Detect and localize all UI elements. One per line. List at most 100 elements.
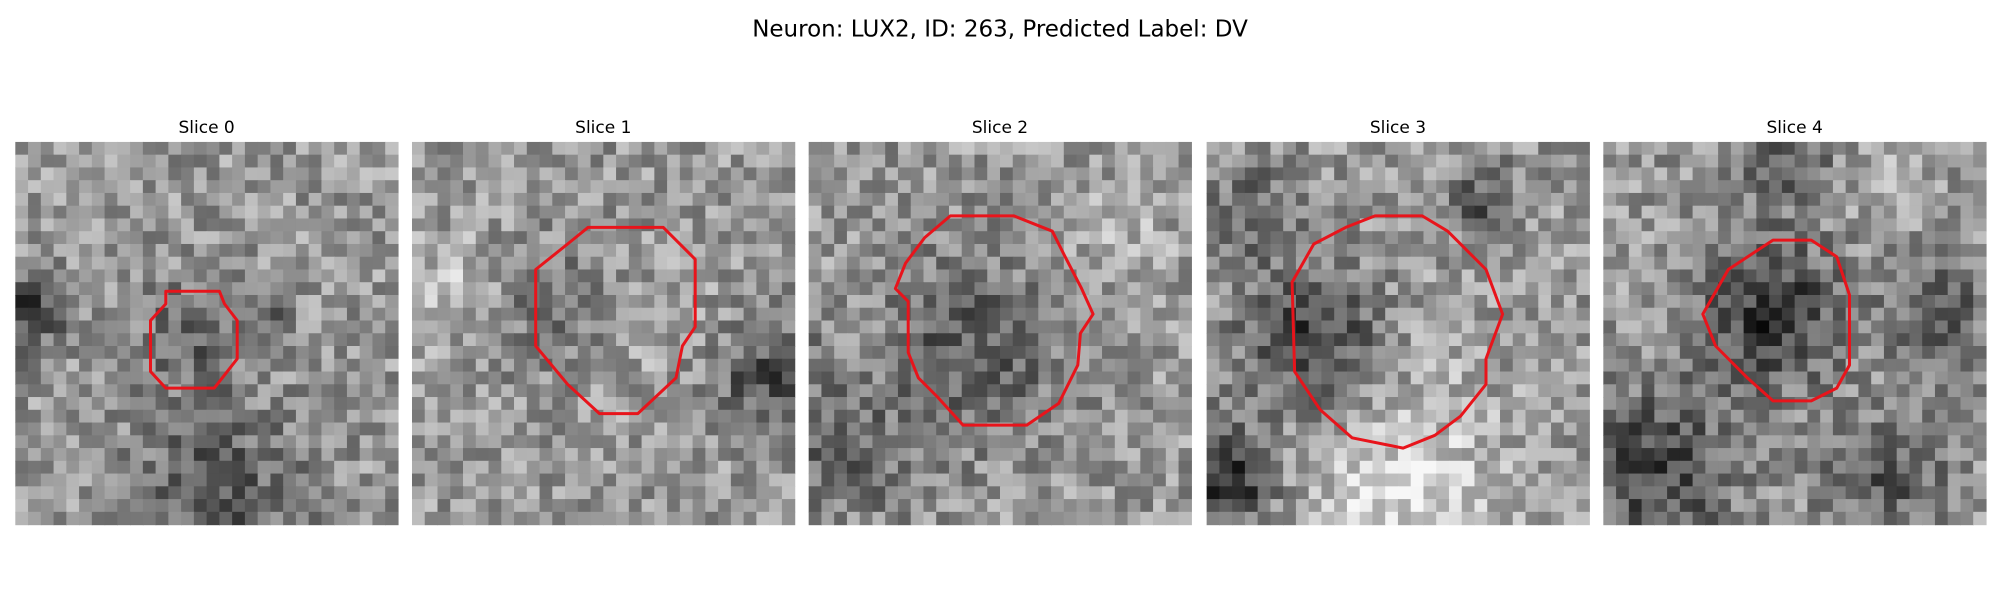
pixel [1551, 282, 1565, 296]
pixel [168, 358, 182, 373]
pixel [1102, 256, 1116, 271]
pixel [475, 371, 490, 385]
pixel [424, 346, 439, 360]
pixel [117, 231, 131, 245]
pixel [1076, 256, 1090, 271]
pixel [1270, 192, 1284, 207]
pixel [1756, 333, 1770, 347]
pixel [1641, 218, 1655, 232]
pixel [130, 460, 144, 475]
pixel [155, 154, 169, 169]
pixel [641, 256, 655, 271]
pixel [321, 473, 335, 487]
pixel [1679, 473, 1694, 487]
pixel [1718, 192, 1732, 207]
pixel [1896, 269, 1911, 283]
pixel [1089, 511, 1103, 526]
pixel [1628, 294, 1643, 309]
pixel [1871, 358, 1885, 373]
pixel [53, 294, 67, 309]
pixel [846, 192, 861, 207]
pixel [987, 397, 1001, 411]
pixel [501, 307, 515, 322]
pixel [1705, 180, 1719, 194]
pixel [616, 205, 630, 220]
pixel [219, 154, 233, 169]
pixel [769, 205, 783, 220]
pixel [155, 231, 169, 245]
pixel [155, 358, 169, 373]
pixel [475, 180, 490, 194]
pixel [1973, 486, 1987, 500]
pixel [463, 435, 477, 449]
pixel [1038, 371, 1052, 385]
pixel [641, 333, 655, 347]
pixel [730, 307, 745, 322]
pixel [1219, 486, 1233, 500]
pixel [1563, 511, 1578, 526]
pixel [1705, 460, 1719, 475]
pixel [1692, 256, 1706, 271]
pixel [91, 307, 106, 322]
pixel [181, 384, 195, 398]
pixel [1692, 243, 1706, 258]
pixel [450, 243, 464, 258]
pixel [1960, 154, 1974, 169]
pixel [463, 371, 477, 385]
pixel [40, 154, 55, 169]
pixel [718, 371, 732, 385]
pixel [283, 294, 297, 309]
pixel [718, 409, 732, 424]
pixel [1807, 180, 1821, 194]
pixel [526, 460, 541, 475]
pixel [1436, 231, 1450, 245]
pixel [781, 256, 796, 271]
pixel [1551, 180, 1565, 194]
pixel [1756, 358, 1770, 373]
pixel [974, 333, 988, 347]
pixel [590, 231, 604, 245]
pixel [641, 486, 655, 500]
pixel [1960, 307, 1974, 322]
pixel [1845, 473, 1860, 487]
pixel [372, 231, 386, 245]
pixel [603, 269, 617, 283]
pixel [872, 435, 886, 449]
pixel [1781, 473, 1796, 487]
pixel [1283, 448, 1297, 462]
pixel [1641, 371, 1655, 385]
pixel [1909, 333, 1923, 347]
pixel [181, 486, 195, 500]
pixel [1012, 371, 1027, 385]
pixel [654, 409, 668, 424]
pixel [308, 409, 323, 424]
pixel [961, 435, 976, 449]
pixel [961, 231, 976, 245]
pixel [1692, 409, 1706, 424]
pixel [1743, 409, 1757, 424]
pixel [1512, 384, 1527, 398]
pixel [1743, 141, 1757, 156]
pixel [641, 511, 655, 526]
pixel [66, 294, 80, 309]
pixel [1603, 154, 1617, 169]
pixel [1576, 256, 1590, 271]
pixel [552, 511, 566, 526]
pixel [346, 256, 361, 271]
pixel [117, 460, 131, 475]
pixel [808, 231, 823, 245]
pixel [1219, 460, 1233, 475]
pixel [437, 218, 451, 232]
pixel [1436, 256, 1450, 271]
pixel [1756, 409, 1770, 424]
pixel [730, 409, 745, 424]
pixel [1756, 460, 1770, 475]
pixel [526, 499, 541, 513]
pixel [1372, 243, 1386, 258]
pixel [1270, 141, 1284, 156]
pixel [1667, 435, 1681, 449]
pixel [488, 486, 502, 500]
pixel [168, 307, 182, 322]
pixel [718, 397, 732, 411]
pixel [1576, 167, 1590, 181]
